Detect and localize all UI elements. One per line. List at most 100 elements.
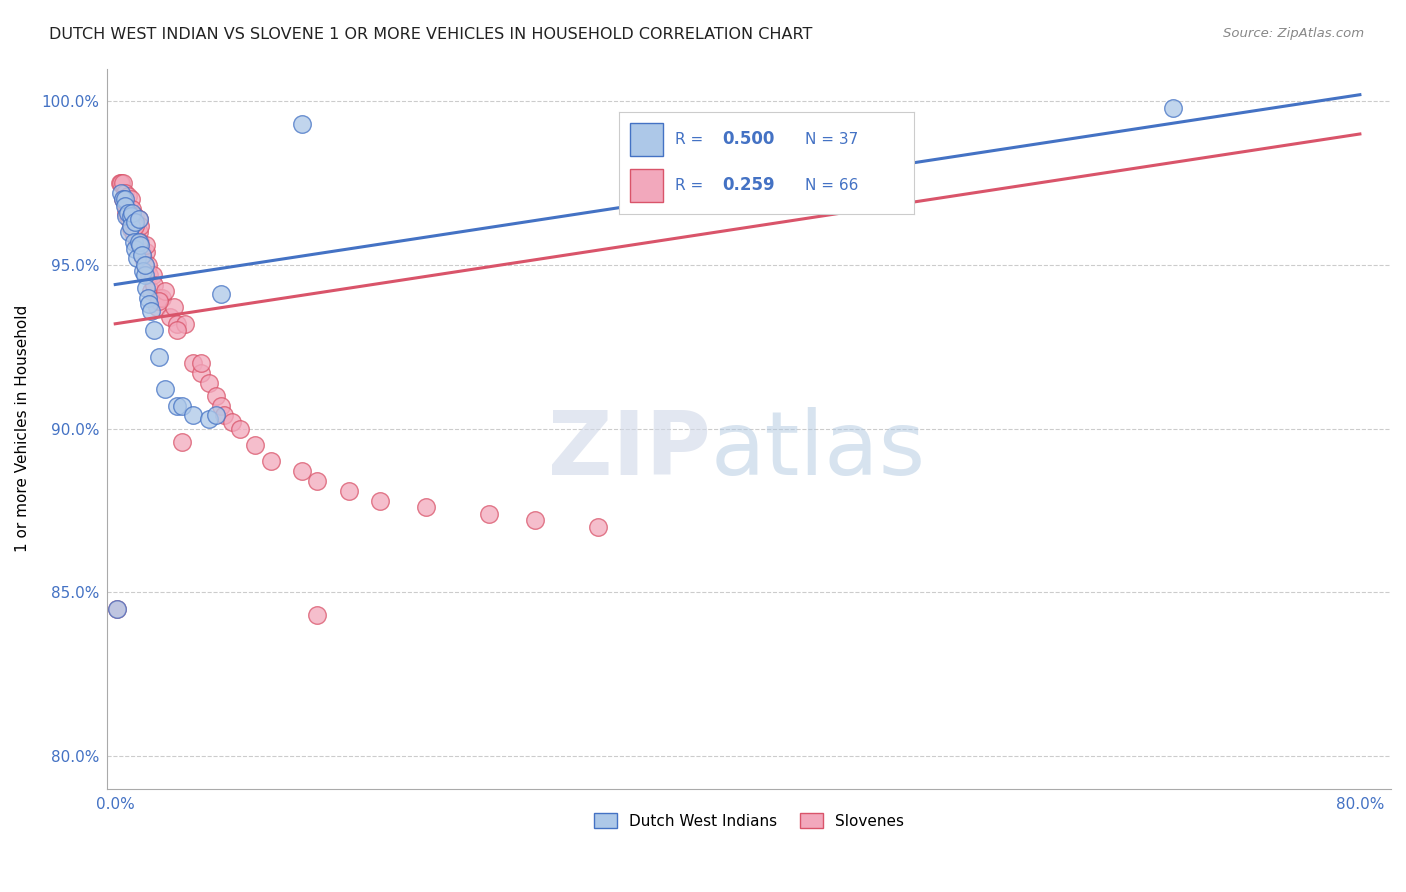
Point [110,176,132,190]
Text: DUTCH WEST INDIAN VS SLOVENE 1 OR MORE VEHICLES IN HOUSEHOLD CORRELATION CHART: DUTCH WEST INDIAN VS SLOVENE 1 OR MORE V… [49,27,813,42]
Point [124,215,146,229]
Point [228,421,250,435]
Point [148,350,170,364]
Point [111,193,134,207]
Point [150,291,173,305]
Point [131,244,153,259]
Point [134,258,156,272]
Point [197,411,219,425]
Point [134,268,156,282]
Point [118,225,141,239]
Point [166,399,188,413]
Point [221,415,243,429]
Point [478,507,501,521]
Point [260,454,283,468]
Point [114,193,136,207]
Point [205,409,228,423]
Point [121,205,143,219]
Point [307,474,329,488]
Text: R =: R = [675,178,703,193]
Point [163,301,186,315]
Point [128,212,150,227]
Text: ZIP: ZIP [548,407,710,493]
Point [129,235,152,249]
Point [135,244,157,259]
Point [117,205,139,219]
Text: Source: ZipAtlas.com: Source: ZipAtlas.com [1223,27,1364,40]
Point [124,242,146,256]
Point [166,317,188,331]
Point [131,248,153,262]
Point [586,519,609,533]
Point [307,608,329,623]
Text: R =: R = [675,132,703,146]
Point [172,434,194,449]
Point [159,310,181,325]
Point [117,205,139,219]
Point [124,219,146,233]
Point [135,281,157,295]
Point [1161,101,1184,115]
Point [245,438,267,452]
Point [120,219,142,233]
Bar [630,123,664,155]
Text: N = 66: N = 66 [804,178,858,193]
Point [111,193,134,207]
Point [138,268,160,282]
Point [125,252,148,266]
Point [172,399,194,413]
Point [648,176,671,190]
Point [136,291,159,305]
Point [114,199,136,213]
Point [524,513,547,527]
Point [115,199,138,213]
Point [143,323,166,337]
Point [105,601,128,615]
Point [415,500,437,514]
Point [128,212,150,227]
Legend: Dutch West Indians, Slovenes: Dutch West Indians, Slovenes [588,806,911,835]
Text: atlas: atlas [710,407,925,493]
Point [120,209,142,223]
Point [190,366,212,380]
Point [132,264,155,278]
Point [205,389,228,403]
Text: 0.259: 0.259 [723,177,775,194]
Point [209,399,232,413]
Point [143,277,166,292]
Point [174,317,197,331]
Point [135,238,157,252]
Point [139,284,162,298]
Point [148,291,170,305]
Point [132,252,155,266]
Point [181,409,204,423]
Point [129,238,152,252]
Point [111,176,134,190]
Point [209,287,232,301]
Point [117,189,139,203]
Point [153,284,176,298]
Point [181,356,204,370]
Point [118,212,141,227]
Point [124,209,146,223]
Point [128,235,150,249]
Point [148,293,170,308]
Point [121,215,143,229]
Bar [630,169,664,202]
Point [134,258,156,272]
Point [368,493,391,508]
Point [146,301,169,315]
Point [115,205,138,219]
Point [108,176,131,190]
Text: 0.500: 0.500 [723,130,775,148]
Point [121,202,143,217]
Point [212,409,235,423]
Point [291,117,314,131]
Point [122,219,145,233]
Point [142,268,165,282]
Point [139,303,162,318]
Point [190,356,212,370]
Point [115,209,138,223]
Point [120,193,142,207]
Point [120,222,142,236]
